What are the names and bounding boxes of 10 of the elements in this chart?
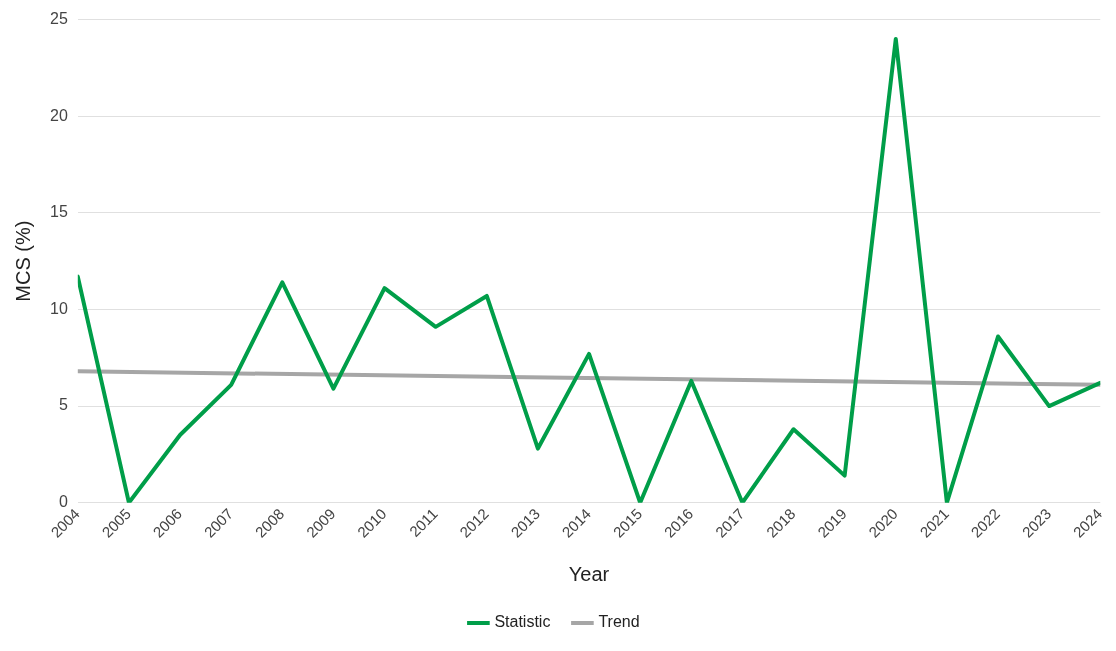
- y-tick-label: 10: [50, 299, 68, 317]
- y-tick-label: 15: [50, 203, 68, 221]
- legend-label: Trend: [598, 613, 640, 631]
- legend-label: Statistic: [494, 613, 551, 631]
- x-axis-title: Year: [568, 562, 610, 585]
- y-tick-label: 20: [50, 106, 68, 124]
- y-tick-label: 5: [58, 396, 68, 414]
- y-axis-title: MCS (%): [11, 220, 34, 302]
- y-tick-label: 0: [58, 493, 68, 511]
- y-tick-label: 25: [50, 10, 68, 28]
